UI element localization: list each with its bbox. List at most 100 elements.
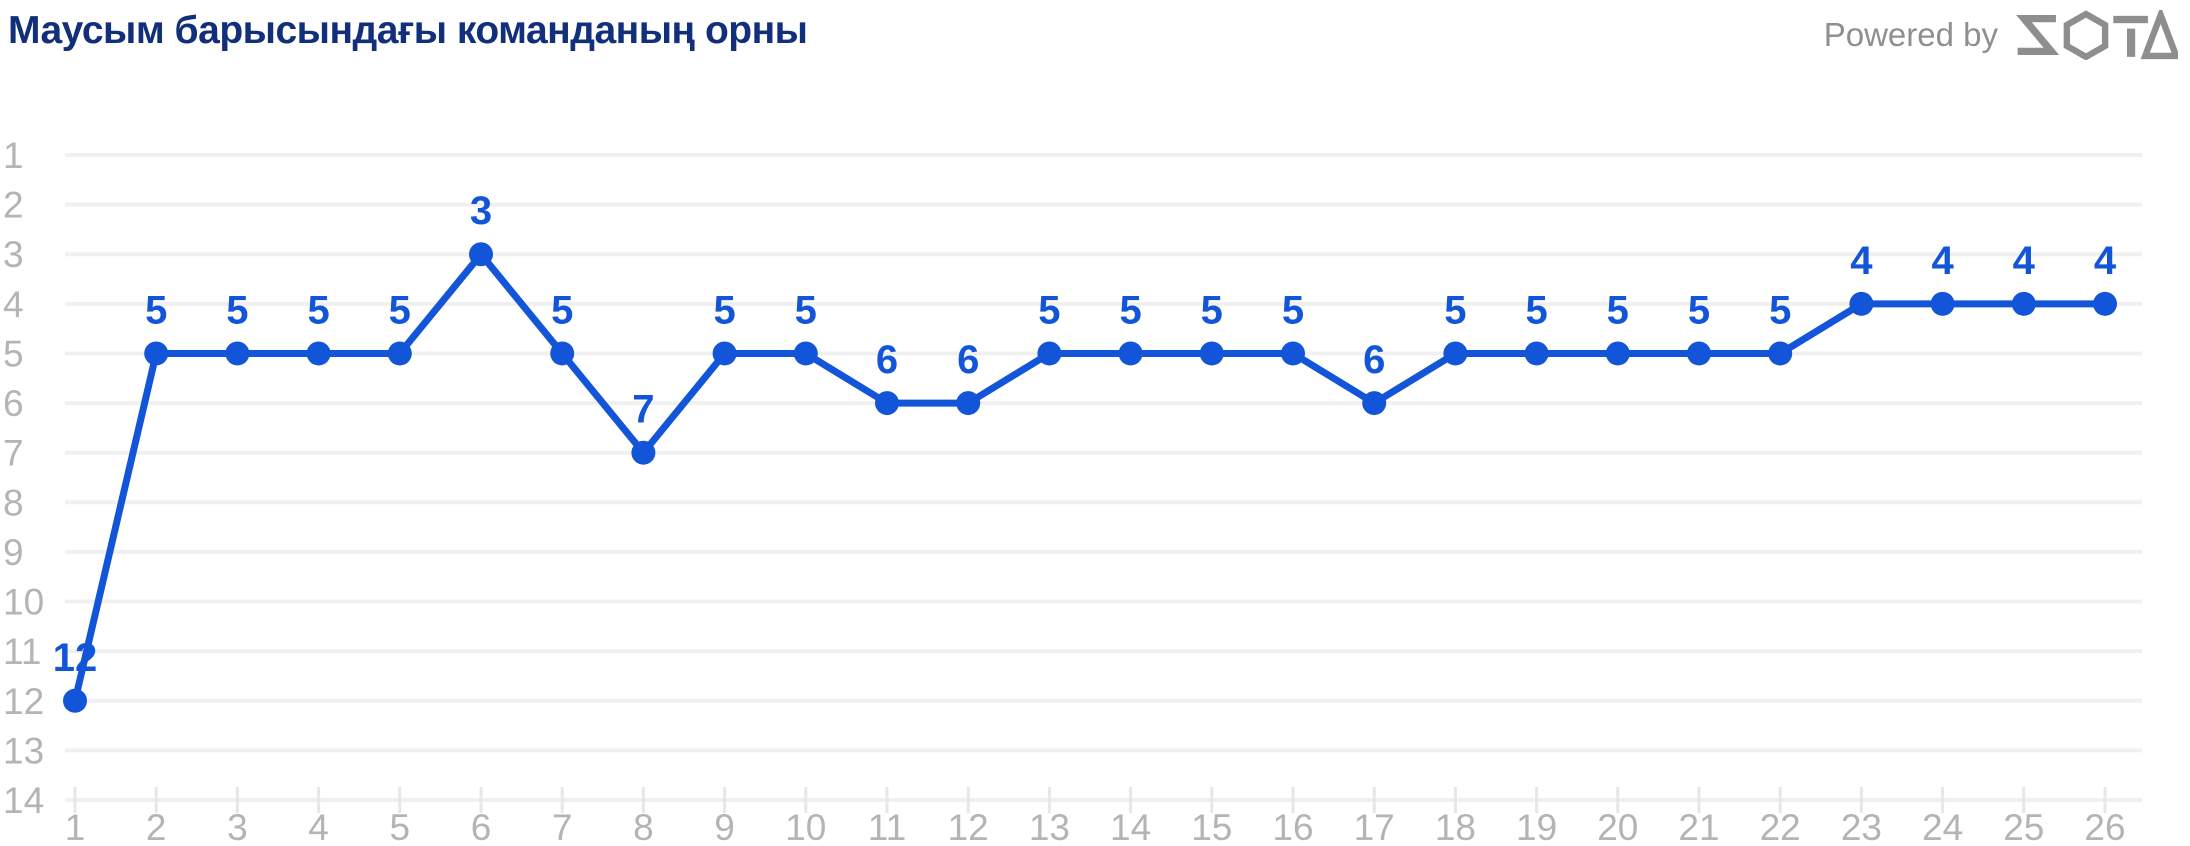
data-point-label: 5 — [1038, 288, 1060, 332]
data-point[interactable] — [1930, 291, 1955, 316]
y-axis-label: 4 — [3, 284, 24, 325]
x-axis-label: 25 — [2003, 807, 2044, 846]
data-point[interactable] — [1118, 341, 1143, 366]
x-axis-label: 24 — [1922, 807, 1963, 846]
data-point[interactable] — [1037, 341, 1062, 366]
powered-by-badge: Powered by — [1824, 8, 2180, 60]
data-point-label: 5 — [551, 288, 573, 332]
data-point[interactable] — [1849, 291, 1874, 316]
data-point[interactable] — [1362, 391, 1387, 416]
data-point-label: 5 — [1688, 288, 1710, 332]
x-axis-label: 14 — [1110, 807, 1151, 846]
x-axis-label: 3 — [227, 807, 248, 846]
data-point[interactable] — [306, 341, 331, 366]
y-axis-label: 3 — [3, 234, 24, 275]
x-axis-label: 19 — [1516, 807, 1557, 846]
data-point-label: 3 — [470, 189, 492, 233]
x-axis-label: 2 — [146, 807, 167, 846]
y-axis-label: 7 — [3, 433, 24, 474]
data-point[interactable] — [550, 341, 575, 366]
data-point[interactable] — [1605, 341, 1630, 366]
data-point[interactable] — [875, 391, 899, 416]
y-axis-label: 2 — [3, 185, 24, 226]
x-axis-label: 11 — [868, 807, 906, 846]
data-point[interactable] — [1768, 341, 1793, 366]
x-axis-label: 22 — [1760, 807, 1801, 846]
data-point-label: 5 — [713, 288, 735, 332]
data-point[interactable] — [1199, 341, 1224, 366]
x-axis-label: 10 — [785, 807, 826, 846]
data-point-label: 4 — [2094, 239, 2117, 283]
x-axis-label: 7 — [552, 807, 573, 846]
data-point[interactable] — [631, 440, 656, 465]
x-axis-label: 17 — [1354, 807, 1395, 846]
page-title: Маусым барысындағы команданың орны — [8, 9, 808, 52]
data-point-label: 5 — [226, 288, 248, 332]
y-axis-label: 5 — [3, 333, 24, 374]
powered-by-label: Powered by — [1823, 16, 1998, 53]
data-point[interactable] — [793, 341, 818, 366]
y-axis-label: 10 — [3, 582, 44, 623]
data-point[interactable] — [1524, 341, 1549, 366]
x-axis-label: 23 — [1841, 807, 1882, 846]
data-point-label: 4 — [1850, 239, 1873, 283]
data-point-label: 6 — [876, 338, 898, 382]
data-point[interactable] — [63, 688, 87, 713]
sota-logo-icon — [2016, 10, 2178, 60]
data-point[interactable] — [2093, 291, 2117, 316]
data-point-label: 5 — [1769, 288, 1791, 332]
x-axis-label: 18 — [1435, 807, 1476, 846]
y-axis-label: 1 — [3, 135, 24, 176]
data-point-label: 7 — [632, 388, 654, 432]
x-axis-label: 15 — [1191, 807, 1232, 846]
x-axis-label: 6 — [471, 807, 492, 846]
x-axis-label: 5 — [390, 807, 411, 846]
data-point-label: 5 — [1201, 288, 1223, 332]
x-axis-label: 4 — [308, 807, 329, 846]
data-point-label: 5 — [389, 288, 411, 332]
data-point-label: 5 — [307, 288, 329, 332]
data-point-label: 5 — [1444, 288, 1466, 332]
x-axis-label: 9 — [714, 807, 735, 846]
x-axis-label: 21 — [1678, 807, 1719, 846]
x-axis-label: 12 — [948, 807, 989, 846]
data-point[interactable] — [1281, 341, 1305, 366]
data-point-label: 5 — [1525, 288, 1547, 332]
data-point[interactable] — [956, 391, 981, 416]
x-axis-label: 26 — [2084, 807, 2125, 846]
data-point[interactable] — [712, 341, 737, 366]
data-point-label: 4 — [1931, 239, 1954, 283]
data-point[interactable] — [1687, 341, 1711, 366]
x-axis-label: 8 — [633, 807, 654, 846]
x-axis-label: 16 — [1272, 807, 1313, 846]
data-point[interactable] — [387, 341, 412, 366]
x-axis-label: 20 — [1597, 807, 1638, 846]
y-axis-label: 12 — [3, 681, 44, 722]
data-point[interactable] — [144, 341, 169, 366]
data-point-label: 5 — [1119, 288, 1141, 332]
x-axis-label: 13 — [1029, 807, 1070, 846]
y-axis-label: 9 — [3, 532, 24, 573]
data-point[interactable] — [2011, 291, 2036, 316]
y-axis-label: 14 — [3, 780, 44, 821]
data-point-label: 6 — [957, 338, 979, 382]
data-point-label: 5 — [1607, 288, 1629, 332]
y-axis-label: 13 — [3, 730, 44, 771]
y-axis-label: 6 — [3, 383, 24, 424]
header: Маусым барысындағы команданың орны Power… — [0, 0, 2190, 66]
y-axis-label: 8 — [3, 482, 24, 523]
data-point-label: 5 — [1282, 288, 1304, 332]
data-point[interactable] — [225, 341, 250, 366]
data-point-label: 5 — [145, 288, 167, 332]
x-axis-label: 1 — [65, 807, 86, 846]
data-point[interactable] — [469, 242, 493, 267]
y-axis-label: 11 — [3, 631, 41, 672]
data-point-label: 6 — [1363, 338, 1385, 382]
data-point-label: 12 — [53, 636, 98, 680]
data-point-label: 5 — [795, 288, 817, 332]
data-point[interactable] — [1443, 341, 1468, 366]
position-line — [71, 250, 2109, 705]
data-point-label: 4 — [2013, 239, 2036, 283]
